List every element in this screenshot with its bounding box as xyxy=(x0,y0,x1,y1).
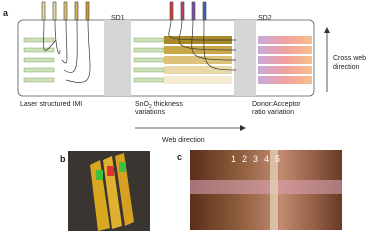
sno2-label: variations xyxy=(135,109,165,116)
strip-number: 4 xyxy=(264,154,269,164)
syringes xyxy=(41,1,207,21)
sno2-sub: 2 xyxy=(149,104,152,110)
sno2-main: SnO xyxy=(135,101,150,108)
panel-label: a xyxy=(3,8,9,18)
donor-label: Donor:Acceptor xyxy=(252,101,301,108)
strip-number: 1 xyxy=(231,154,236,164)
arrow-head xyxy=(324,27,330,33)
panel-label: c xyxy=(177,152,182,162)
sd1-label: SD1 xyxy=(111,15,125,22)
web-direction-label: Web direction xyxy=(162,137,205,144)
tubes xyxy=(43,19,237,83)
strip-number: 2 xyxy=(242,154,247,164)
imi-label: Laser structured IMI xyxy=(20,101,82,108)
strip-number: 3 xyxy=(253,154,258,164)
cross-web-label: direction xyxy=(333,64,360,71)
panel-label: b xyxy=(60,154,66,164)
sno2-label: SnO2 thickness xyxy=(135,101,183,110)
sno2-rest: thickness xyxy=(152,101,184,108)
sd2-label: SD2 xyxy=(258,15,272,22)
arrow-head xyxy=(240,125,246,131)
active-stripes xyxy=(258,36,312,84)
photo-b-strips xyxy=(90,153,134,231)
sd1-zone xyxy=(104,20,131,96)
web-outline xyxy=(17,19,315,97)
strip-number: 5 xyxy=(275,154,280,164)
cross-web-label: Cross web xyxy=(333,55,366,62)
imi-stripes xyxy=(23,37,165,83)
photo-c-band xyxy=(190,180,342,194)
donor-label: ratio variation xyxy=(252,109,294,116)
photo-c-band xyxy=(270,150,278,230)
sd2-zone xyxy=(234,20,256,96)
